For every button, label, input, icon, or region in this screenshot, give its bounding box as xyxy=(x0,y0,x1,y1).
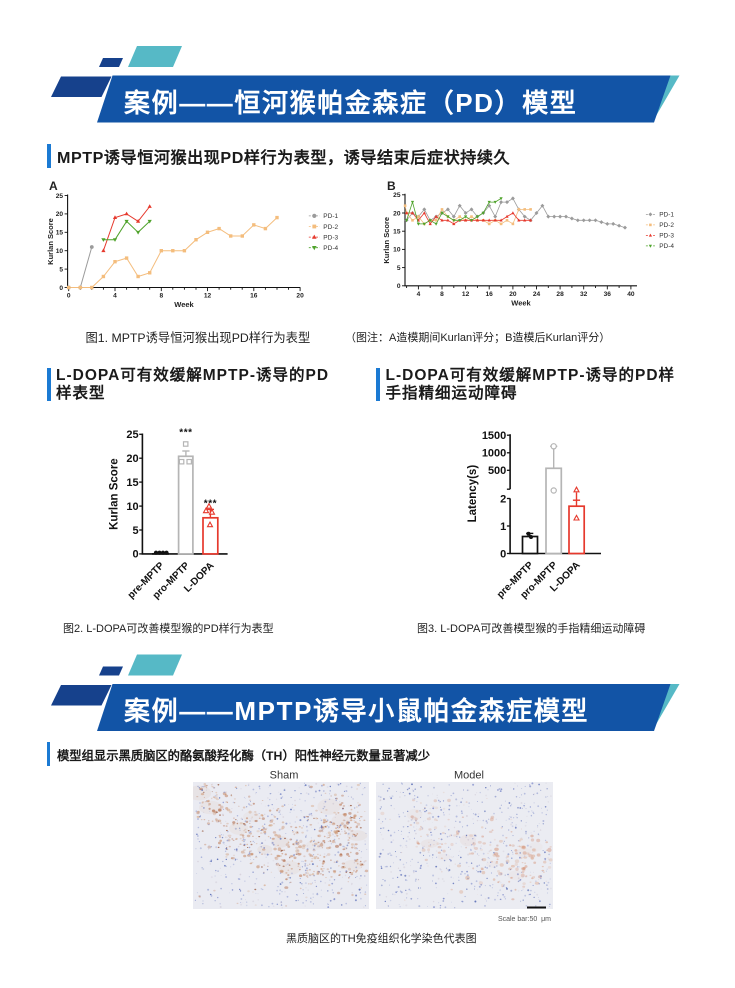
svg-text:PD-4: PD-4 xyxy=(323,245,338,252)
svg-text:15: 15 xyxy=(56,230,64,237)
svg-text:16: 16 xyxy=(250,293,258,300)
svg-text:25: 25 xyxy=(56,193,64,200)
svg-text:1: 1 xyxy=(500,521,506,533)
svg-text:A: A xyxy=(49,179,58,193)
svg-text:40: 40 xyxy=(627,291,635,298)
svg-text:Sham: Sham xyxy=(270,770,299,782)
svg-text:***: *** xyxy=(179,428,192,439)
svg-text:12: 12 xyxy=(204,293,212,300)
svg-text:PD-1: PD-1 xyxy=(659,212,674,219)
svg-text:0: 0 xyxy=(397,283,401,290)
svg-text:1000: 1000 xyxy=(482,448,506,460)
svg-text:PD-3: PD-3 xyxy=(659,233,674,240)
svg-text:15: 15 xyxy=(393,229,401,236)
svg-text:32: 32 xyxy=(580,291,588,298)
svg-text:36: 36 xyxy=(604,291,612,298)
svg-text:0: 0 xyxy=(132,549,138,561)
svg-text:Scale bar:50 μm: Scale bar:50 μm xyxy=(498,916,551,923)
svg-text:25: 25 xyxy=(126,429,138,441)
svg-text:500: 500 xyxy=(488,465,506,477)
svg-text:0: 0 xyxy=(67,293,71,300)
svg-text:Latency(s): Latency(s) xyxy=(467,465,479,523)
svg-text:8: 8 xyxy=(159,293,163,300)
svg-text:PD-1: PD-1 xyxy=(323,213,338,220)
svg-text:5: 5 xyxy=(397,265,401,272)
svg-text:0: 0 xyxy=(59,285,63,292)
svg-text:PD-2: PD-2 xyxy=(659,222,674,229)
svg-text:B: B xyxy=(387,179,396,193)
svg-text:Kurlan Score: Kurlan Score xyxy=(46,218,55,265)
svg-text:Kurlan Score: Kurlan Score xyxy=(382,217,391,264)
svg-text:16: 16 xyxy=(486,291,494,298)
svg-text:PD-4: PD-4 xyxy=(659,243,674,250)
svg-text:PD-2: PD-2 xyxy=(323,224,338,231)
svg-text:PD-3: PD-3 xyxy=(323,234,338,241)
svg-text:4: 4 xyxy=(417,291,421,298)
svg-text:20: 20 xyxy=(296,293,304,300)
svg-text:25: 25 xyxy=(393,192,401,199)
svg-text:10: 10 xyxy=(393,247,401,254)
svg-text:15: 15 xyxy=(126,477,138,489)
svg-text:8: 8 xyxy=(440,291,444,298)
svg-text:Kurlan Score: Kurlan Score xyxy=(109,458,121,530)
svg-text:20: 20 xyxy=(126,453,138,465)
svg-text:10: 10 xyxy=(126,501,138,513)
svg-text:5: 5 xyxy=(59,266,63,273)
svg-text:4: 4 xyxy=(113,293,117,300)
svg-text:***: *** xyxy=(204,499,217,510)
svg-text:20: 20 xyxy=(509,291,517,298)
svg-text:Model: Model xyxy=(454,770,484,782)
svg-text:2: 2 xyxy=(500,493,506,505)
svg-text:0: 0 xyxy=(500,548,506,560)
svg-text:5: 5 xyxy=(132,525,138,537)
svg-text:10: 10 xyxy=(56,248,64,255)
svg-text:24: 24 xyxy=(533,291,541,298)
svg-text:1500: 1500 xyxy=(482,430,506,442)
svg-text:28: 28 xyxy=(556,291,564,298)
svg-text:Week: Week xyxy=(174,300,194,309)
svg-text:Week: Week xyxy=(511,298,531,307)
svg-text:20: 20 xyxy=(393,210,401,217)
svg-text:12: 12 xyxy=(462,291,470,298)
svg-text:20: 20 xyxy=(56,211,64,218)
